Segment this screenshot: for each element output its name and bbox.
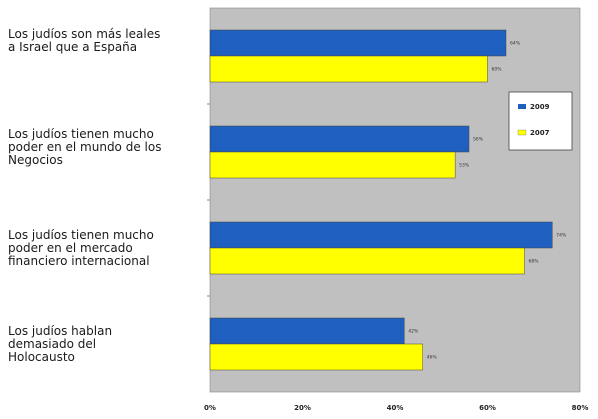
- category-label-3: Los judíos hablan demasiado del Holocaus…: [8, 324, 113, 364]
- data-label-2007-2: 68%: [529, 259, 540, 265]
- bar-2009-3: [209, 317, 405, 345]
- legend: 2009 2007: [508, 91, 573, 151]
- category-label-2: Los judíos tienen mucho poder en el merc…: [8, 228, 154, 268]
- x-tick-label-3: 60%: [479, 404, 496, 412]
- x-axis-ticks: 0% 20% 40% 60% 80%: [204, 404, 588, 412]
- bar-2007-0: [209, 55, 488, 83]
- data-label-2009-3: 42%: [408, 329, 419, 335]
- legend-box: [508, 91, 573, 151]
- data-label-2007-0: 60%: [492, 67, 503, 73]
- data-label-2009-0: 64%: [510, 41, 521, 47]
- x-tick-label-4: 80%: [572, 404, 589, 412]
- data-label-2009-1: 56%: [473, 137, 484, 143]
- bar-2009-0: [209, 29, 507, 57]
- data-label-2007-3: 46%: [427, 355, 438, 361]
- legend-label-2007: 2007: [530, 129, 550, 137]
- x-tick-label-1: 20%: [294, 404, 311, 412]
- legend-label-2009: 2009: [530, 103, 550, 111]
- bar-2009-2: [209, 221, 553, 249]
- data-label-2009-2: 74%: [556, 233, 567, 239]
- data-label-2007-1: 53%: [459, 163, 470, 169]
- bar-2007-2: [209, 247, 525, 275]
- legend-swatch-2007: [517, 129, 527, 136]
- category-label-1: Los judíos tienen mucho poder en el mund…: [8, 127, 162, 167]
- bar-2007-1: [209, 151, 456, 179]
- legend-swatch-2009: [518, 104, 526, 109]
- x-tick-label-0: 0%: [204, 404, 216, 412]
- bars-layer: 64% 60% 56% 53% 74% 68% 42% 46%: [207, 29, 567, 371]
- bar-2007-3: [209, 343, 423, 371]
- bar-2009-1: [209, 125, 470, 153]
- category-label-0: Los judíos son más leales a Israel que a…: [8, 27, 161, 54]
- x-tick-label-2: 40%: [387, 404, 404, 412]
